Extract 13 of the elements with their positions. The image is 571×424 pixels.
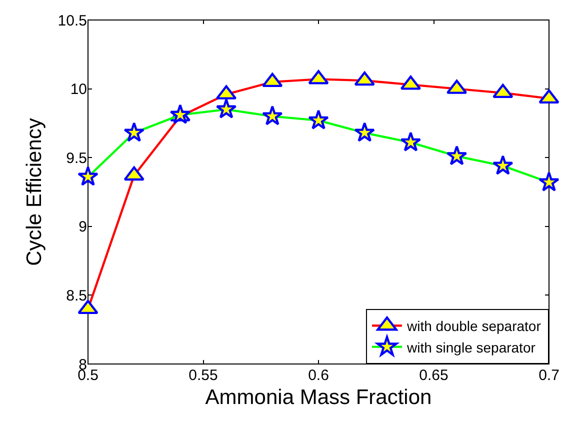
y-tick-label: 9 [78,218,87,236]
y-tick-label: 8.5 [66,287,87,304]
x-axis-title: Ammonia Mass Fraction [205,386,432,410]
x-tick-label: 0.6 [308,367,329,384]
x-tick-label: 0.65 [419,367,448,384]
y-tick-label: 10.5 [58,12,87,30]
legend-label: with double separator [406,318,542,334]
x-tick-label: 0.55 [188,367,218,384]
y-tick-label: 10 [70,81,87,98]
y-tick-label: 9.5 [66,150,87,167]
y-axis-title: Cycle Efficiency [22,118,46,266]
legend-label: with single separator [406,339,536,356]
x-tick-label: 0.7 [538,367,560,384]
